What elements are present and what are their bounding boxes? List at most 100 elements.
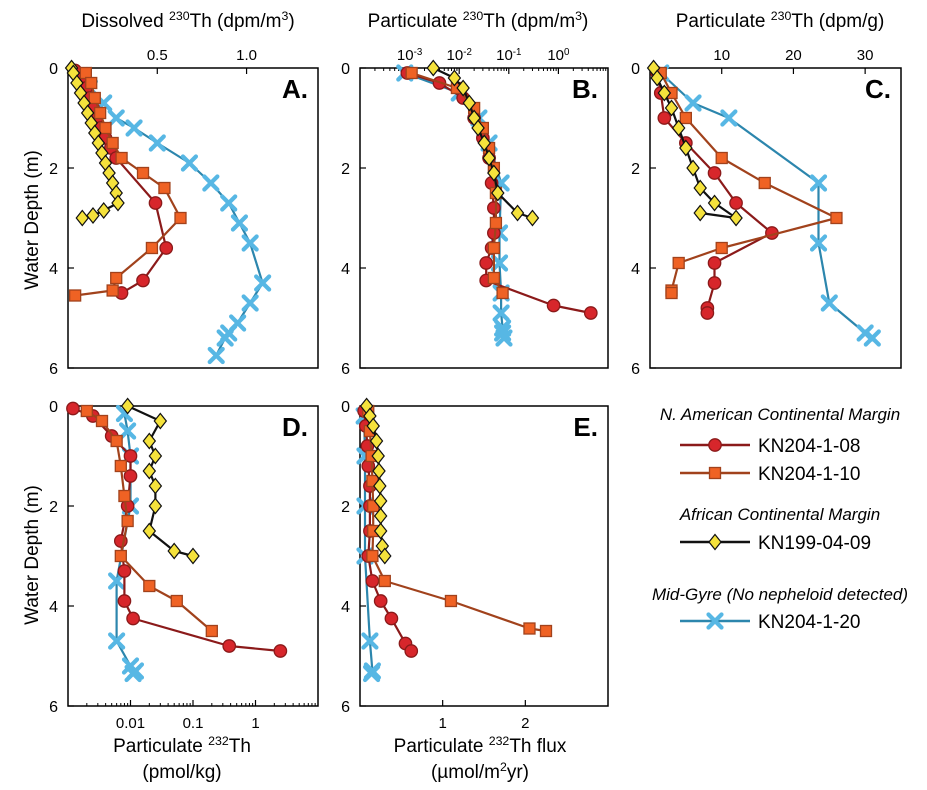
data-point (68, 289, 82, 302)
y-tick-label: 4 (631, 261, 640, 278)
plot-frame (67, 67, 319, 369)
y-tick-label: 2 (341, 499, 350, 516)
data-point (487, 271, 501, 285)
series-s09 (426, 59, 540, 227)
y-tick-label: 4 (49, 599, 58, 616)
data-point (143, 579, 156, 593)
data-point (241, 294, 259, 312)
data-point (142, 522, 157, 540)
series-s10 (68, 66, 187, 302)
y-tick-label: 2 (49, 499, 58, 516)
x-tick-label: 0.5 (147, 47, 168, 64)
data-point (66, 401, 80, 416)
series-line (367, 410, 547, 633)
data-point (119, 422, 137, 440)
data-point (525, 209, 540, 227)
series-line (72, 407, 281, 653)
series-s10 (80, 404, 218, 638)
data-point (222, 639, 237, 653)
plot-frame (359, 405, 609, 707)
data-point (158, 181, 171, 195)
panel-letter: D. (282, 412, 308, 442)
data-point (148, 134, 166, 152)
data-point (820, 294, 838, 312)
data-point (378, 574, 391, 588)
data-point (830, 211, 843, 225)
data-point (693, 179, 707, 197)
data-point (720, 109, 738, 127)
legend-marker (708, 438, 722, 452)
data-point (471, 119, 485, 137)
data-point (170, 594, 183, 608)
data-point (114, 459, 127, 473)
data-point (136, 273, 150, 288)
data-point (93, 106, 107, 120)
y-tick-label: 0 (49, 61, 58, 78)
x-tick-label: 0.01 (116, 715, 145, 732)
data-point (373, 477, 387, 495)
data-point (373, 594, 388, 608)
panel-b: 10-3 10-2 10-1 100 0 2 4 6 B. (341, 47, 609, 378)
series-line (79, 74, 264, 356)
data-point (142, 432, 157, 450)
series-line (659, 72, 838, 293)
y-tick-label: 6 (49, 361, 58, 378)
data-point (205, 624, 218, 638)
data-point (136, 166, 150, 180)
data-point (378, 547, 392, 565)
legend: N. American Continental Margin KN204-1-0… (652, 405, 908, 633)
data-point (523, 622, 536, 635)
panel-b-title: Particulate 230Th (dpm/m3) (368, 9, 589, 32)
data-point (665, 286, 678, 300)
data-point (404, 644, 419, 658)
x-tick-label: 30 (857, 47, 874, 64)
panel-e-xlabel-line2: (µmol/m2yr) (431, 760, 529, 783)
legend-marker (708, 466, 722, 480)
data-point (684, 94, 702, 112)
panel-letter: B. (572, 74, 598, 104)
panel-c: 10 20 30 0 2 4 6 C. (631, 47, 902, 378)
data-point (148, 196, 163, 210)
data-point (809, 234, 828, 252)
panel-d: 0.01 0.1 1 0 2 4 6 D. (49, 397, 319, 732)
series-line (127, 405, 194, 558)
data-point (120, 397, 135, 415)
data-point (85, 76, 98, 90)
data-point (86, 207, 100, 224)
data-point (153, 412, 168, 430)
x-tick-label: 10-1 (496, 47, 521, 65)
data-point (148, 447, 163, 465)
data-point (99, 121, 112, 135)
legend-marker (706, 612, 724, 630)
data-point (142, 462, 157, 480)
y-axis-label-bottom: Water Depth (m) (22, 485, 43, 625)
data-point (254, 274, 272, 292)
data-point (159, 241, 174, 255)
data-point (650, 69, 664, 87)
data-point (707, 256, 722, 270)
legend-heading-na-margin: N. American Continental Margin (660, 405, 900, 424)
data-point (125, 119, 143, 137)
data-point (707, 276, 722, 290)
data-point (174, 211, 187, 225)
x-tick-label: 10-2 (447, 47, 472, 65)
data-point (123, 469, 138, 483)
legend-entry-kn204-1-20 (680, 612, 750, 630)
series-s08 (357, 404, 419, 658)
plot-frame (649, 67, 902, 369)
data-point (510, 204, 525, 222)
y-tick-label: 4 (49, 261, 58, 278)
data-point (487, 164, 501, 182)
data-point (405, 66, 418, 80)
x-tick-label: 20 (785, 47, 802, 64)
data-point (672, 256, 685, 270)
data-point (809, 174, 828, 192)
panel-d-xlabel-line1: Particulate 232Th (113, 734, 251, 757)
data-point (679, 139, 693, 157)
data-point (496, 286, 509, 300)
data-point (88, 91, 101, 105)
y-tick-label: 6 (49, 699, 58, 716)
data-point (148, 497, 163, 515)
data-point (489, 216, 503, 230)
series-line (660, 72, 873, 339)
